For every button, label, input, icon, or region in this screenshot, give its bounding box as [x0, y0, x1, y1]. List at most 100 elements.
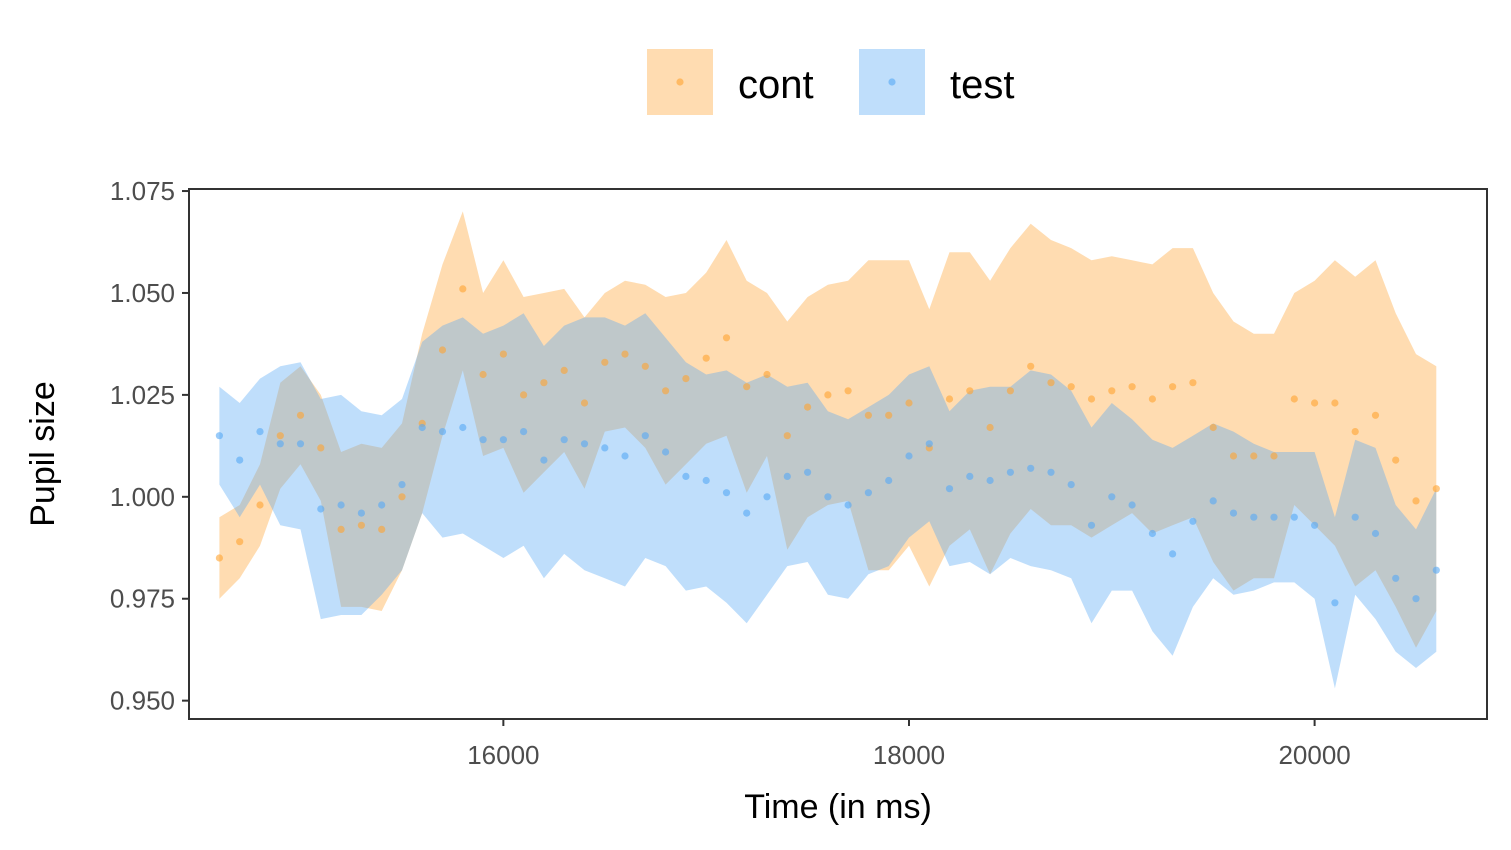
point-cont — [1108, 387, 1116, 395]
point-test — [641, 432, 649, 440]
legend-key-point-test — [888, 78, 896, 86]
legend-key-point-cont — [676, 78, 684, 86]
confidence-bands — [219, 211, 1437, 689]
series-test — [215, 423, 1440, 607]
point-cont — [337, 525, 345, 534]
point-test — [1290, 513, 1298, 521]
point-cont — [1128, 383, 1136, 391]
point-test — [763, 493, 771, 501]
point-cont — [1189, 379, 1197, 387]
point-cont — [945, 395, 954, 403]
point-cont — [783, 432, 791, 440]
x-tick-label: 16000 — [467, 740, 539, 770]
point-test — [459, 423, 467, 432]
point-test — [418, 423, 426, 432]
point-test — [1169, 550, 1177, 558]
x-tick-label: 18000 — [873, 740, 945, 770]
y-tick-label: 1.050 — [110, 278, 175, 308]
point-cont — [1331, 399, 1339, 407]
point-test — [885, 476, 893, 485]
point-test — [1270, 513, 1278, 521]
point-test — [621, 452, 629, 460]
point-test — [1128, 501, 1136, 509]
point-cont — [499, 350, 507, 358]
point-cont — [276, 432, 284, 440]
point-test — [357, 509, 365, 517]
point-cont — [1169, 383, 1177, 391]
point-cont — [1270, 452, 1278, 460]
point-cont — [986, 423, 994, 432]
point-test — [520, 428, 528, 436]
point-test — [1250, 513, 1258, 521]
point-test — [1371, 529, 1380, 538]
point-test — [743, 509, 751, 517]
point-test — [236, 456, 244, 464]
point-cont — [1229, 452, 1238, 460]
point-cont — [1047, 379, 1055, 387]
point-test — [1351, 513, 1359, 521]
point-test — [1432, 566, 1440, 574]
point-cont — [215, 554, 223, 562]
point-cont — [1067, 383, 1075, 391]
point-cont — [438, 346, 447, 354]
band-cont — [219, 211, 1437, 648]
point-test — [438, 428, 447, 436]
point-test — [479, 436, 487, 444]
point-cont — [1290, 395, 1298, 403]
point-cont — [662, 387, 670, 395]
point-test — [1108, 493, 1116, 501]
point-test — [1311, 521, 1319, 529]
point-cont — [459, 285, 467, 293]
point-cont — [1371, 411, 1380, 419]
point-cont — [702, 354, 710, 362]
point-test — [337, 501, 345, 509]
point-test — [722, 489, 731, 497]
point-cont — [1006, 387, 1015, 395]
point-cont — [560, 366, 568, 374]
point-test — [1047, 468, 1055, 476]
point-test — [804, 468, 812, 476]
point-cont — [1250, 452, 1258, 460]
point-cont — [1311, 399, 1319, 407]
point-test — [1412, 595, 1420, 603]
point-cont — [357, 521, 365, 529]
y-tick-label: 1.000 — [110, 482, 175, 512]
point-cont — [520, 391, 528, 399]
point-test — [1331, 599, 1339, 607]
point-test — [702, 476, 710, 485]
point-cont — [743, 383, 751, 391]
point-test — [1189, 517, 1197, 525]
plot-panel-border — [188, 188, 1488, 720]
point-test — [925, 440, 933, 448]
point-cont — [296, 411, 305, 419]
point-test — [905, 452, 913, 460]
point-test — [864, 489, 873, 497]
point-test — [1209, 497, 1217, 505]
point-test — [844, 501, 852, 509]
point-cont — [824, 391, 832, 399]
point-test — [986, 476, 994, 485]
point-cont — [885, 411, 893, 419]
point-cont — [479, 370, 487, 379]
legend-label-cont: cont — [738, 63, 814, 107]
point-cont — [763, 370, 771, 379]
band-test — [219, 313, 1437, 689]
point-test — [540, 456, 548, 464]
point-test — [601, 444, 609, 452]
y-tick-label: 0.975 — [110, 584, 175, 614]
y-axis-title: Pupil size — [24, 381, 62, 527]
point-cont — [1027, 362, 1035, 370]
point-cont — [256, 501, 264, 509]
point-test — [560, 436, 568, 444]
point-test — [682, 472, 690, 480]
point-test — [256, 428, 264, 436]
point-cont — [1351, 428, 1359, 436]
point-cont — [1432, 485, 1440, 493]
point-cont — [804, 403, 812, 411]
x-axis-title: Time (in ms) — [744, 788, 932, 826]
point-test — [215, 432, 223, 440]
legend-item-cont: cont — [647, 49, 814, 115]
point-test — [662, 448, 670, 456]
point-test — [1229, 509, 1238, 517]
